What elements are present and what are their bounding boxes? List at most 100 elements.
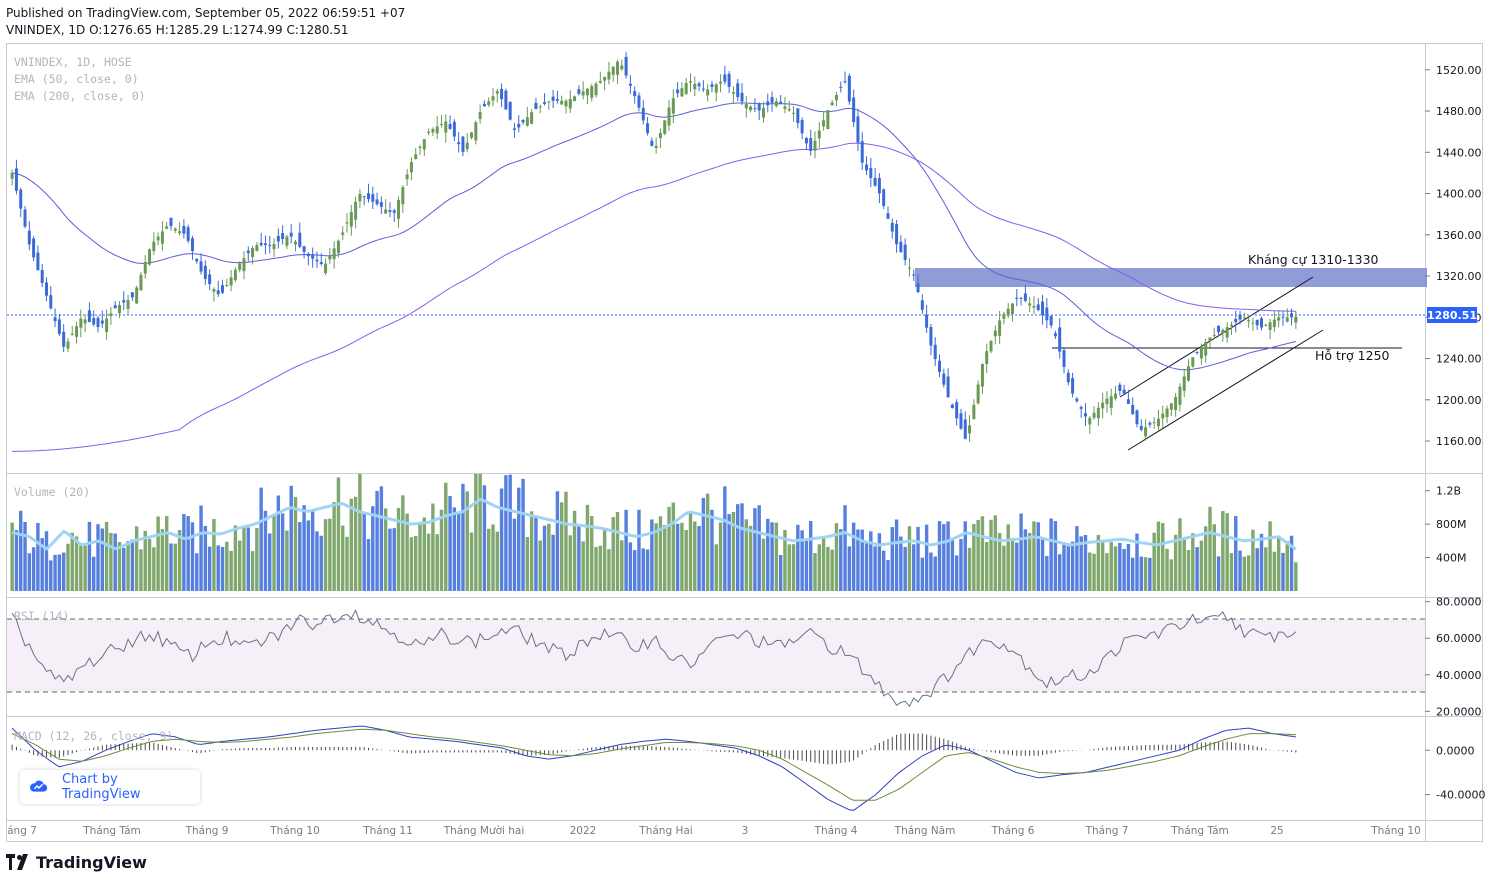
candle-body (1015, 297, 1019, 299)
time-axis-label: áng 7 (7, 825, 37, 837)
candle-body (736, 83, 740, 98)
candle-body (36, 252, 40, 271)
volume-bar (817, 544, 822, 591)
volume-bar (933, 556, 937, 591)
candle-body (1290, 313, 1294, 318)
candle-body (963, 419, 967, 439)
time-axis-label: 3 (742, 825, 749, 837)
volume-bar (611, 517, 615, 591)
candle-body (242, 258, 246, 272)
candle-body (1126, 399, 1130, 404)
volume-bar (349, 498, 354, 591)
candle-body (753, 108, 757, 110)
tradingview-footer-logo[interactable]: TradingView (6, 851, 147, 873)
candle-body (899, 241, 903, 253)
volume-bar (997, 533, 1002, 591)
volume-bar (289, 485, 293, 591)
volume-bar (980, 516, 985, 591)
last-price-tag (1427, 307, 1477, 323)
candle-body (1002, 313, 1006, 319)
candle-body (23, 209, 27, 227)
volume-bar (585, 504, 590, 591)
rsi-band (7, 619, 1425, 692)
volume-bar (650, 519, 654, 591)
volume-bar (388, 528, 392, 591)
candle-body (341, 232, 345, 235)
volume-bar (740, 503, 744, 591)
candle-body (710, 84, 714, 87)
candle-body (491, 96, 495, 101)
volume-bar (1165, 548, 1169, 591)
candle-body (1032, 305, 1036, 308)
volume-bar (1049, 518, 1053, 591)
volume-bar (1006, 524, 1010, 591)
candle-body (1229, 324, 1233, 326)
macd-tick-label: -40.0000 (1436, 789, 1485, 802)
time-axis-label: Tháng 6 (991, 825, 1035, 837)
candle-body (44, 282, 48, 296)
candle-body (422, 139, 426, 150)
volume-bar (916, 526, 920, 591)
volume-bar (27, 553, 32, 591)
volume-bar (641, 548, 645, 591)
volume-axis[interactable]: 1.2B 800M 400M (1425, 485, 1467, 565)
volume-bar (431, 503, 435, 591)
volume-bar (1062, 544, 1066, 591)
volume-bar (246, 527, 250, 591)
candle-body (281, 233, 285, 240)
candle-body (1092, 412, 1096, 418)
panel-frames (6, 43, 1483, 842)
volume-bar (439, 509, 444, 591)
time-axis-label: Tháng 10 (269, 825, 320, 837)
volume-bar (555, 491, 560, 591)
candle-body (208, 274, 212, 284)
volume-bar (1105, 553, 1109, 591)
volume-bar (680, 522, 684, 591)
candle-body (860, 141, 864, 163)
candle-body (1041, 301, 1045, 316)
price-tick-label: 1240.00 (1436, 353, 1482, 366)
macd-axis[interactable]: 0.0000 -40.0000 (1425, 744, 1485, 802)
candle-body (800, 120, 804, 134)
candle-body (804, 137, 808, 144)
chart-by-tradingview-badge[interactable]: Chart by TradingView (20, 770, 200, 804)
volume-bar (624, 509, 628, 591)
candle-body (813, 140, 817, 151)
candle-body (598, 81, 602, 83)
price-axis[interactable]: 1520.00 1480.00 1440.00 1400.00 1360.00 1320.… (1425, 64, 1482, 448)
volume-bar (989, 519, 993, 591)
candle-body (766, 101, 770, 106)
published-header: Published on TradingView.com, September … (6, 6, 406, 20)
volume-bar (517, 487, 521, 591)
rsi-axis[interactable]: 80.0000 60.0000 40.0000 20.0000 (1425, 596, 1482, 719)
volume-bar (671, 502, 676, 591)
volume-bar (263, 510, 268, 591)
volume-bar (259, 487, 263, 591)
volume-bar (1182, 539, 1186, 591)
ohlc-header: VNINDEX, 1D O:1276.65 H:1285.29 L:1274.9… (6, 23, 349, 37)
candle-body (787, 108, 791, 111)
candle-body (843, 81, 847, 83)
candle-body (972, 404, 976, 419)
price-tick-label: 1160.00 (1436, 435, 1482, 448)
candle-body (916, 283, 920, 292)
volume-bar (444, 482, 448, 591)
candle-body (1152, 422, 1156, 424)
volume-bar (225, 541, 229, 591)
candle-body (70, 333, 74, 336)
candle-body (706, 89, 710, 96)
volume-bar (310, 510, 315, 591)
volume-bar (1079, 536, 1083, 591)
time-axis[interactable]: áng 7 Tháng Tám Tháng 9 Tháng 10 Tháng 11 Thá… (7, 825, 1421, 837)
candle-body (169, 217, 173, 227)
volume-bar (826, 546, 830, 591)
volume-bar (1246, 555, 1251, 591)
candle-body (418, 146, 422, 149)
volume-bar (774, 522, 779, 591)
volume-bar (1285, 540, 1289, 591)
candle-body (564, 100, 568, 107)
candle-body (349, 212, 353, 227)
candle-body (1204, 341, 1208, 356)
volume-bar (1294, 562, 1298, 591)
